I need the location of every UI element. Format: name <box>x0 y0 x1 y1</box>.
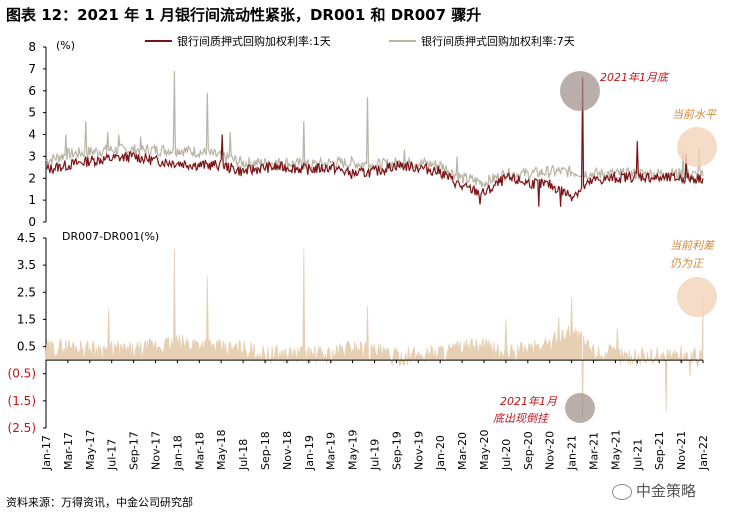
x-tick-label: Nov-21 <box>675 431 688 470</box>
x-tick-label: Jul-20 <box>500 439 513 471</box>
source-note: 资料来源：万得资讯，中金公司研究部 <box>6 496 193 509</box>
x-tick-label: Sep-21 <box>653 431 666 470</box>
x-tick-label: Sep-18 <box>259 431 272 470</box>
top-y-tick-label: 6 <box>28 84 36 98</box>
x-tick-label: May-17 <box>84 429 97 470</box>
top-y-tick-label: 5 <box>28 106 36 120</box>
bottom-y-tick-label: 2.5 <box>17 285 36 299</box>
annotation-jan21-top: 2021年1月底 <box>600 71 670 84</box>
top-unit-label: (%) <box>56 39 75 52</box>
x-tick-label: Jul-17 <box>106 439 119 471</box>
top-y-tick-label: 7 <box>28 62 36 76</box>
highlight-jan21-top <box>560 71 600 111</box>
highlight-current-bottom <box>677 277 717 317</box>
legend-label-dr007: 银行间质押式回购加权利率:7天 <box>421 34 575 48</box>
series-area-spread <box>45 248 704 418</box>
x-tick-label: Nov-17 <box>150 431 163 470</box>
top-y-tick-label: 0 <box>28 215 36 229</box>
x-tick-label: Jul-18 <box>237 439 250 471</box>
x-tick-label: Jul-21 <box>631 439 644 471</box>
brand-watermark: 中金策略 <box>612 480 696 501</box>
x-tick-label: Mar-21 <box>588 432 601 470</box>
x-tick-label: May-20 <box>478 429 491 470</box>
annotation-current-level: 当前水平 <box>672 108 717 121</box>
bottom-y-tick-label: 3.5 <box>17 258 36 272</box>
x-tick-label: Jan-21 <box>566 435 579 471</box>
x-tick-label: Mar-20 <box>456 432 469 470</box>
bottom-y-tick-label: 0.5 <box>17 340 36 354</box>
x-tick-label: May-19 <box>347 429 360 470</box>
x-tick-label: May-21 <box>609 429 622 470</box>
x-tick-label: Jan-22 <box>697 435 710 471</box>
top-y-tick-label: 4 <box>28 128 36 142</box>
top-y-tick-label: 3 <box>28 149 36 163</box>
x-tick-label: Jul-19 <box>369 439 382 471</box>
annotation-spread-line1: 当前利差 <box>670 239 715 252</box>
x-tick-label: Mar-19 <box>325 432 338 470</box>
annotation-inversion-line2: 底出现倒挂 <box>493 412 549 425</box>
x-tick-label: Jan-18 <box>171 435 184 471</box>
x-tick-label: Mar-17 <box>62 432 75 470</box>
annotation-spread-line2: 仍为正 <box>670 257 705 270</box>
highlight-current-top <box>677 127 717 167</box>
bottom-unit-label: DR007-DR001(%) <box>62 230 159 243</box>
highlight-jan21-bottom <box>565 393 595 423</box>
top-y-tick-label: 2 <box>28 171 36 185</box>
bottom-y-tick-label: (0.5) <box>8 367 36 381</box>
brand-label: 中金策略 <box>636 482 697 500</box>
annotation-inversion-line1: 2021年1月 <box>500 395 558 408</box>
top-y-tick-label: 8 <box>28 40 36 54</box>
x-tick-label: Sep-17 <box>128 431 141 470</box>
x-tick-label: Nov-18 <box>281 431 294 470</box>
bottom-y-tick-label: (2.5) <box>8 421 36 435</box>
x-tick-label: Jan-19 <box>303 435 316 471</box>
x-tick-label: Nov-20 <box>544 431 557 470</box>
bottom-y-tick-label: 4.5 <box>17 231 36 245</box>
bottom-y-tick-label: 1.5 <box>17 312 36 326</box>
chart-title: 图表 12：2021 年 1 月银行间流动性紧张，DR001 和 DR007 骤… <box>6 6 482 24</box>
wechat-icon <box>612 483 632 500</box>
series-line-dr001 <box>45 77 704 207</box>
x-tick-label: Jan-20 <box>434 435 447 471</box>
x-tick-label: Mar-18 <box>193 432 206 470</box>
x-tick-label: Jan-17 <box>40 435 53 471</box>
x-tick-label: Sep-19 <box>390 431 403 470</box>
legend-label-dr001: 银行间质押式回购加权利率:1天 <box>177 34 331 48</box>
x-tick-label: Sep-20 <box>522 431 535 470</box>
x-tick-label: May-18 <box>215 429 228 470</box>
top-y-tick-label: 1 <box>28 193 36 207</box>
bottom-y-tick-label: (1.5) <box>8 394 36 408</box>
x-tick-label: Nov-19 <box>412 431 425 470</box>
